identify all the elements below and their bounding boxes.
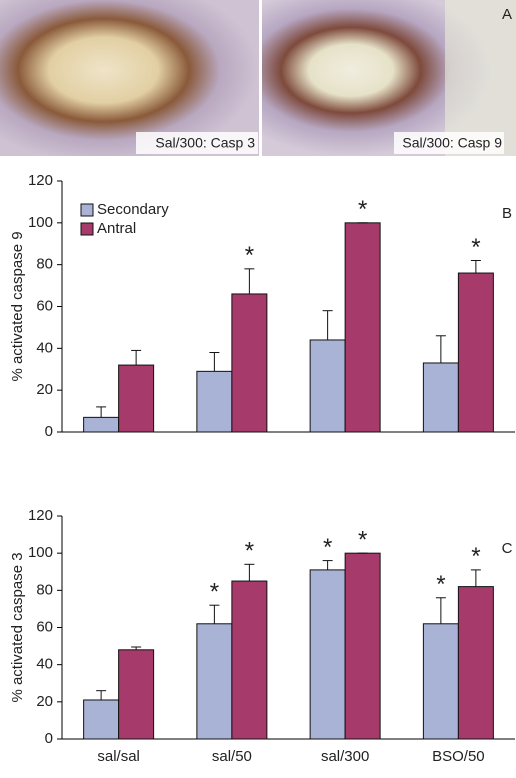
image-caption: Sal/300: Casp 3 — [155, 135, 255, 151]
y-tick-label: 120 — [28, 172, 53, 189]
bar — [231, 293, 268, 433]
bar — [196, 370, 233, 433]
bar — [457, 272, 494, 433]
significance-mark: * — [358, 196, 367, 223]
y-tick-label: 0 — [45, 730, 53, 747]
legend-swatch — [80, 222, 94, 236]
bar — [344, 552, 381, 740]
panel-label: B — [502, 205, 512, 222]
x-tick-label: sal/sal — [97, 748, 140, 765]
y-tick-label: 20 — [36, 381, 53, 398]
y-tick-label: 0 — [45, 423, 53, 440]
y-tick-label: 40 — [36, 339, 53, 356]
micrograph — [0, 0, 259, 156]
bar — [422, 623, 459, 740]
bar — [83, 416, 120, 433]
caption-bg — [394, 132, 504, 154]
bar — [309, 569, 346, 740]
legend-swatch — [80, 203, 94, 217]
legend-label: Antral — [97, 220, 136, 237]
significance-mark: * — [245, 538, 254, 565]
y-tick-label: 120 — [28, 507, 53, 524]
bar — [231, 580, 268, 740]
significance-mark: * — [358, 527, 367, 554]
y-tick-label: 60 — [36, 297, 53, 314]
y-tick-label: 100 — [28, 544, 53, 561]
bar — [196, 623, 233, 740]
significance-mark: * — [471, 234, 480, 261]
bar — [457, 586, 494, 740]
y-tick-label: 60 — [36, 618, 53, 635]
y-tick-label: 40 — [36, 656, 53, 673]
y-axis-label: % activated caspase 3 — [9, 552, 26, 702]
y-tick-label: 100 — [28, 214, 53, 231]
x-tick-label: sal/300 — [321, 748, 369, 765]
panel-label: C — [502, 540, 513, 557]
y-tick-label: 20 — [36, 693, 53, 710]
bar — [118, 649, 155, 740]
significance-mark: * — [323, 534, 332, 561]
bar — [118, 364, 155, 433]
bar — [344, 222, 381, 433]
y-tick-label: 80 — [36, 581, 53, 598]
significance-mark: * — [245, 242, 254, 269]
significance-mark: * — [436, 571, 445, 598]
significance-mark: * — [471, 543, 480, 570]
bar — [309, 339, 346, 433]
micrograph-area — [445, 0, 516, 156]
x-tick-label: BSO/50 — [432, 748, 485, 765]
bar — [422, 362, 459, 433]
significance-mark: * — [210, 579, 219, 606]
y-axis-label: % activated caspase 9 — [9, 231, 26, 381]
legend-label: Secondary — [97, 201, 169, 218]
y-tick-label: 80 — [36, 256, 53, 273]
x-tick-label: sal/50 — [212, 748, 252, 765]
image-caption: Sal/300: Casp 9 — [402, 135, 502, 151]
caption-bg — [136, 132, 258, 154]
bar — [83, 699, 120, 740]
panel-label: A — [502, 6, 512, 23]
